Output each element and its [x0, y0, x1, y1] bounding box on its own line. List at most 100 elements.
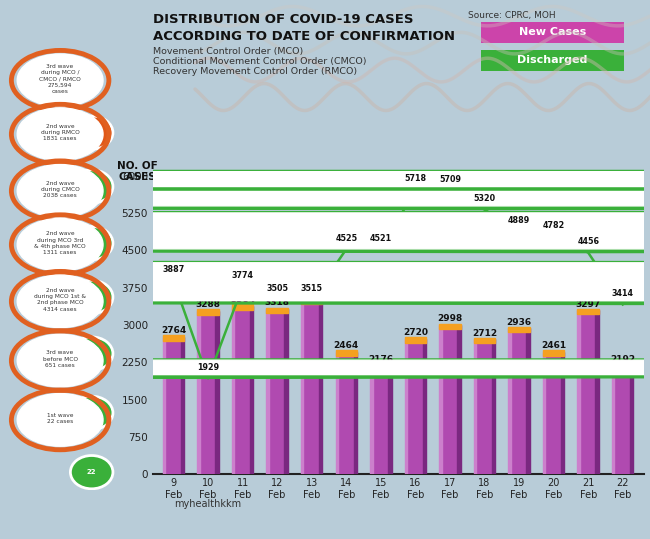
Bar [335, 352, 357, 474]
Text: 22: 22 [87, 469, 96, 475]
Bar [198, 310, 219, 474]
Bar [577, 309, 599, 314]
Text: 3774: 3774 [231, 271, 254, 280]
Text: NO. OF
CASES: NO. OF CASES [117, 161, 157, 183]
Bar [526, 328, 530, 474]
Text: Discharged: Discharged [517, 56, 588, 65]
Circle shape [0, 360, 650, 375]
Circle shape [0, 213, 650, 227]
Circle shape [0, 230, 650, 247]
Bar [232, 306, 234, 474]
Text: 4525: 4525 [335, 234, 358, 243]
Bar [630, 365, 634, 474]
Polygon shape [0, 277, 650, 281]
Bar [595, 310, 599, 474]
Circle shape [0, 218, 650, 233]
Circle shape [0, 234, 650, 249]
Polygon shape [0, 186, 650, 190]
Circle shape [17, 275, 103, 328]
Polygon shape [0, 186, 650, 190]
Text: DISTRIBUTION OF COVID-19 CASES: DISTRIBUTION OF COVID-19 CASES [153, 13, 413, 26]
Text: 3288: 3288 [196, 300, 220, 309]
Text: 4782: 4782 [543, 221, 565, 230]
Circle shape [17, 164, 103, 217]
Polygon shape [0, 296, 650, 300]
Text: 22: 22 [87, 129, 96, 136]
Polygon shape [0, 283, 650, 287]
Circle shape [0, 281, 650, 296]
Bar [181, 337, 184, 474]
Circle shape [0, 267, 650, 284]
Bar [543, 350, 564, 356]
Bar [250, 306, 254, 474]
Circle shape [0, 171, 650, 186]
Bar [405, 337, 426, 343]
Text: 5320: 5320 [473, 194, 495, 203]
Text: Movement Control Order (MCO): Movement Control Order (MCO) [153, 47, 303, 57]
Text: 2712: 2712 [472, 329, 497, 337]
Bar [266, 309, 269, 474]
Bar [301, 299, 322, 304]
Circle shape [70, 396, 113, 430]
Text: 3515: 3515 [301, 284, 323, 293]
Text: 2720: 2720 [403, 328, 428, 337]
Circle shape [0, 285, 650, 302]
Bar [388, 366, 391, 474]
Polygon shape [0, 249, 650, 253]
Bar [370, 364, 391, 370]
Text: 3384: 3384 [230, 295, 255, 304]
Bar [232, 306, 254, 474]
Text: 2nd wave
during RMCO
1831 cases: 2nd wave during RMCO 1831 cases [41, 124, 79, 141]
Bar [198, 310, 200, 474]
Polygon shape [0, 245, 650, 249]
Bar [439, 323, 461, 329]
Circle shape [17, 218, 103, 271]
Text: 2461: 2461 [541, 341, 566, 350]
Circle shape [17, 54, 103, 107]
Circle shape [0, 172, 650, 186]
Bar [370, 366, 372, 474]
Circle shape [0, 170, 650, 188]
Bar [215, 310, 219, 474]
Polygon shape [0, 301, 650, 305]
Bar [543, 352, 545, 474]
Text: New Cases: New Cases [519, 27, 586, 37]
Bar [439, 325, 441, 474]
Bar [198, 309, 219, 315]
Bar [335, 352, 338, 474]
Text: 2429: 2429 [82, 350, 101, 357]
Circle shape [0, 212, 650, 229]
Bar [319, 300, 322, 474]
Bar [492, 340, 495, 474]
Circle shape [0, 286, 650, 301]
Bar [457, 325, 461, 474]
Bar [266, 308, 288, 313]
Circle shape [17, 334, 103, 387]
Circle shape [70, 116, 113, 149]
Bar [354, 352, 357, 474]
Text: 2nd wave
during MCO 3rd
& 4th phase MCO
1311 cases: 2nd wave during MCO 3rd & 4th phase MCO … [34, 231, 86, 255]
Circle shape [0, 231, 650, 245]
Circle shape [17, 108, 103, 161]
Text: 4456: 4456 [577, 237, 599, 246]
Bar [301, 300, 304, 474]
Circle shape [0, 190, 650, 207]
Circle shape [0, 280, 650, 298]
Circle shape [70, 170, 113, 203]
Bar [422, 339, 426, 474]
Bar [232, 305, 254, 310]
Text: 1929: 1929 [197, 363, 219, 372]
Bar [266, 309, 288, 474]
Bar [162, 337, 184, 474]
Bar [543, 352, 564, 474]
Text: 2192: 2192 [610, 355, 635, 363]
Circle shape [0, 233, 650, 250]
Circle shape [0, 191, 650, 206]
Bar [285, 309, 288, 474]
Text: 4521: 4521 [370, 234, 392, 243]
Circle shape [70, 280, 113, 314]
Circle shape [0, 171, 650, 188]
Text: 2998: 2998 [437, 314, 463, 323]
Polygon shape [0, 227, 650, 231]
Bar [561, 352, 564, 474]
